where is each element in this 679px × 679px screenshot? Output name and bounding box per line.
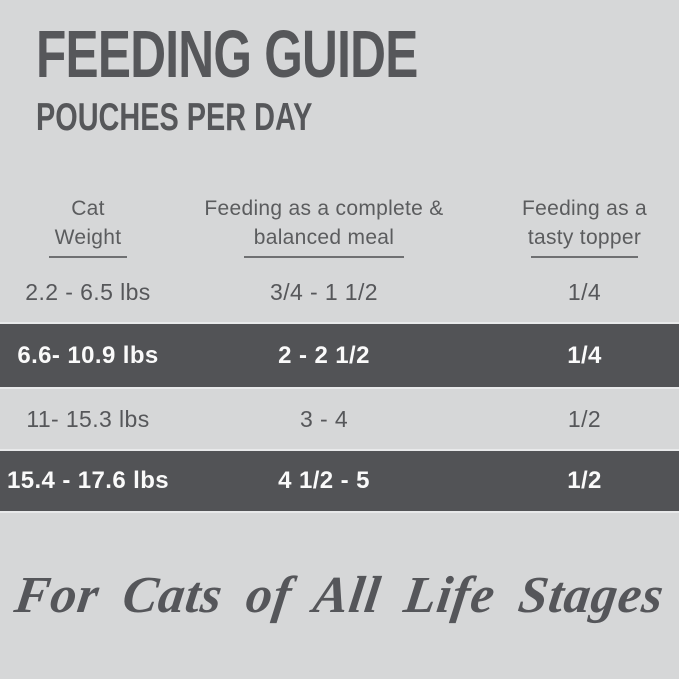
column-header-line: Weight bbox=[54, 226, 122, 249]
table-row-highlighted: 15.4 - 17.6 lbs 4 1/2 - 5 1/2 bbox=[0, 449, 679, 513]
cell-complete-meal: 2 - 2 1/2 bbox=[278, 341, 370, 369]
column-header-cat-weight: Cat Weight bbox=[0, 194, 176, 258]
cell-complete-meal: 3/4 - 1 1/2 bbox=[270, 279, 378, 305]
column-header-line: balanced meal bbox=[253, 226, 395, 249]
cell-cat-weight: 2.2 - 6.5 lbs bbox=[25, 279, 151, 305]
column-header-tasty-topper: Feeding as a tasty topper bbox=[472, 194, 679, 258]
column-header-line: Feeding as a bbox=[521, 197, 648, 220]
cell-complete-meal: 3 - 4 bbox=[299, 405, 349, 432]
cell-cat-weight: 15.4 - 17.6 lbs bbox=[6, 467, 170, 494]
cell-tasty-topper: 1/2 bbox=[567, 467, 602, 494]
column-header-complete-meal: Feeding as a complete & balanced meal bbox=[176, 194, 472, 258]
column-header-line: Cat bbox=[71, 197, 105, 220]
cell-tasty-topper: 1/4 bbox=[567, 279, 602, 305]
table-row-highlighted: 6.6- 10.9 lbs 2 - 2 1/2 1/4 bbox=[0, 322, 679, 389]
header-underline bbox=[244, 256, 404, 258]
cell-complete-meal: 4 1/2 - 5 bbox=[278, 467, 370, 494]
header-underline bbox=[531, 256, 638, 258]
tagline-script-text: For Cats of All Life Stages bbox=[11, 567, 668, 624]
table-row: 11- 15.3 lbs 3 - 4 1/2 bbox=[0, 389, 679, 449]
table-header: Cat Weight Feeding as a complete & balan… bbox=[0, 194, 679, 258]
cell-cat-weight: 11- 15.3 lbs bbox=[26, 405, 150, 432]
header-underline bbox=[49, 256, 127, 258]
table-row: 2.2 - 6.5 lbs 3/4 - 1 1/2 1/4 bbox=[0, 263, 679, 322]
column-header-line: tasty topper bbox=[527, 226, 642, 249]
page-subtitle: POUCHES PER DAY bbox=[36, 96, 313, 139]
cell-tasty-topper: 1/2 bbox=[567, 405, 602, 432]
page-title: FEEDING GUIDE bbox=[36, 17, 418, 92]
cell-cat-weight: 6.6- 10.9 lbs bbox=[17, 341, 159, 369]
column-header-line: Feeding as a complete & bbox=[204, 197, 444, 220]
cell-tasty-topper: 1/4 bbox=[567, 341, 602, 369]
